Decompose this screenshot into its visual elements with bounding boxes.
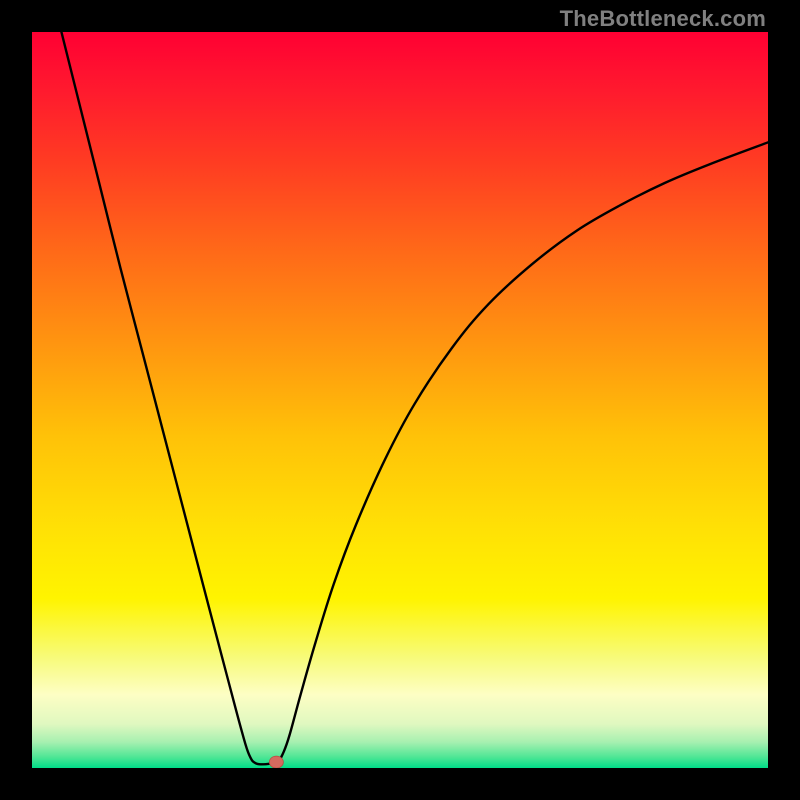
figure-frame: TheBottleneck.com (0, 0, 800, 800)
bottleneck-chart (32, 32, 768, 768)
minimum-marker (269, 756, 283, 768)
gradient-background (32, 32, 768, 768)
plot-area (32, 32, 768, 768)
watermark-label: TheBottleneck.com (560, 6, 766, 32)
